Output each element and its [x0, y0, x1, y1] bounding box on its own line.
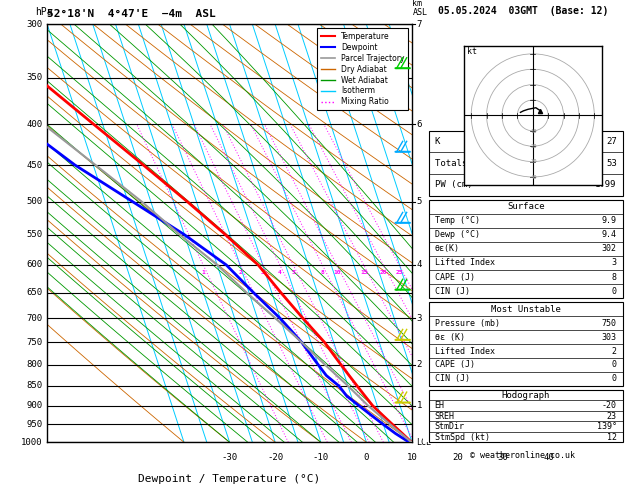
Text: Temp (°C): Temp (°C) [435, 216, 480, 226]
Text: 25: 25 [395, 270, 403, 275]
Text: CAPE (J): CAPE (J) [435, 361, 475, 369]
Text: EH: EH [435, 401, 445, 410]
Text: Surface: Surface [507, 202, 545, 211]
Text: 0: 0 [364, 453, 369, 462]
Text: 400: 400 [26, 120, 43, 129]
Text: 0: 0 [612, 361, 616, 369]
Text: 20: 20 [452, 453, 463, 462]
Text: 8: 8 [612, 273, 616, 281]
Text: Dewpoint / Temperature (°C): Dewpoint / Temperature (°C) [138, 473, 321, 484]
Text: K: K [435, 137, 440, 146]
Text: 0: 0 [612, 287, 616, 295]
Text: 7: 7 [416, 20, 422, 29]
Text: 9.4: 9.4 [602, 230, 616, 240]
Text: 8: 8 [321, 270, 324, 275]
Text: 30: 30 [498, 453, 509, 462]
Text: Lifted Index: Lifted Index [435, 347, 494, 355]
Text: 27: 27 [606, 137, 616, 146]
Text: kt: kt [467, 48, 477, 56]
Text: 6: 6 [416, 120, 422, 129]
Text: 2: 2 [238, 270, 242, 275]
Text: StmDir: StmDir [435, 422, 465, 431]
Text: -10: -10 [313, 453, 329, 462]
Text: 350: 350 [26, 73, 43, 82]
Text: CIN (J): CIN (J) [435, 287, 470, 295]
Text: θε (K): θε (K) [435, 332, 465, 342]
Text: 40: 40 [530, 174, 537, 180]
Bar [429, 302, 623, 386]
Text: 750: 750 [26, 338, 43, 347]
Text: 5: 5 [291, 270, 295, 275]
Bar [429, 390, 623, 442]
Bar [429, 131, 623, 196]
Text: 1.99: 1.99 [595, 180, 616, 190]
Text: Lifted Index: Lifted Index [435, 259, 494, 267]
Text: 2: 2 [612, 347, 616, 355]
Text: 3: 3 [416, 314, 422, 323]
Text: 1: 1 [416, 401, 422, 410]
Text: 10: 10 [333, 270, 340, 275]
Text: CAPE (J): CAPE (J) [435, 273, 475, 281]
Text: -30: -30 [221, 453, 238, 462]
Text: Dewp (°C): Dewp (°C) [435, 230, 480, 240]
Text: 4: 4 [416, 260, 422, 269]
Bar [429, 200, 623, 298]
Text: 550: 550 [26, 230, 43, 239]
Text: 52°18'N  4°47'E  −4m  ASL: 52°18'N 4°47'E −4m ASL [47, 9, 216, 19]
Text: 2: 2 [416, 360, 422, 369]
Text: θε(K): θε(K) [435, 244, 460, 254]
Text: Most Unstable: Most Unstable [491, 305, 560, 313]
Text: Mixing Ratio (g/kg): Mixing Ratio (g/kg) [428, 182, 437, 284]
Text: 53: 53 [606, 159, 616, 168]
Text: 15: 15 [360, 270, 367, 275]
Text: 450: 450 [26, 160, 43, 170]
Text: -20: -20 [267, 453, 283, 462]
Text: 900: 900 [26, 401, 43, 410]
Text: Pressure (mb): Pressure (mb) [435, 319, 499, 328]
Text: 302: 302 [602, 244, 616, 254]
Text: 139°: 139° [597, 422, 616, 431]
Text: 30: 30 [530, 159, 537, 164]
Text: 05.05.2024  03GMT  (Base: 12): 05.05.2024 03GMT (Base: 12) [438, 6, 608, 16]
Text: CIN (J): CIN (J) [435, 374, 470, 383]
Text: 20: 20 [379, 270, 387, 275]
Text: StmSpd (kt): StmSpd (kt) [435, 433, 490, 442]
Text: 12: 12 [607, 433, 616, 442]
Text: hPa: hPa [35, 7, 52, 17]
Text: Totals Totals: Totals Totals [435, 159, 504, 168]
Text: 700: 700 [26, 314, 43, 323]
Text: 10: 10 [406, 453, 418, 462]
Text: 850: 850 [26, 382, 43, 390]
Text: 1000: 1000 [21, 438, 43, 447]
Text: km
ASL: km ASL [413, 0, 427, 17]
Text: PW (cm): PW (cm) [435, 180, 472, 190]
Text: 9.9: 9.9 [602, 216, 616, 226]
Text: 0: 0 [612, 374, 616, 383]
Text: 1: 1 [201, 270, 205, 275]
Text: 800: 800 [26, 360, 43, 369]
Text: SREH: SREH [435, 412, 455, 421]
Text: 303: 303 [602, 332, 616, 342]
Text: 950: 950 [26, 420, 43, 429]
Text: © weatheronline.co.uk: © weatheronline.co.uk [470, 451, 575, 460]
Text: 40: 40 [543, 453, 554, 462]
Text: 750: 750 [602, 319, 616, 328]
Text: 3: 3 [261, 270, 265, 275]
Legend: Temperature, Dewpoint, Parcel Trajectory, Dry Adiabat, Wet Adiabat, Isotherm, Mi: Temperature, Dewpoint, Parcel Trajectory… [317, 28, 408, 110]
Text: 600: 600 [26, 260, 43, 269]
Text: 3: 3 [612, 259, 616, 267]
Text: 23: 23 [607, 412, 616, 421]
Text: 4: 4 [278, 270, 282, 275]
Text: 650: 650 [26, 288, 43, 297]
Text: -20: -20 [602, 401, 616, 410]
Text: 300: 300 [26, 20, 43, 29]
Text: Hodograph: Hodograph [501, 391, 550, 400]
Text: LCL: LCL [416, 438, 431, 447]
Text: 10: 10 [530, 128, 537, 134]
Text: 500: 500 [26, 197, 43, 206]
Text: 20: 20 [530, 144, 537, 149]
Text: 5: 5 [416, 197, 422, 206]
